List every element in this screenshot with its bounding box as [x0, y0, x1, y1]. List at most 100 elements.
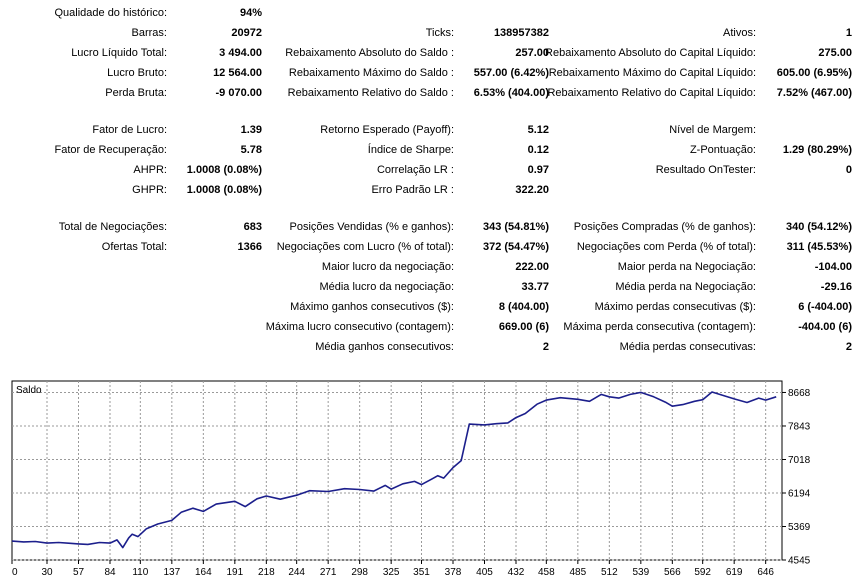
stat-label: Média lucro da negociação:: [319, 281, 454, 293]
stat-value: 1.0008 (0.08%): [186, 164, 262, 176]
stat-label: Média perdas consecutivas:: [619, 341, 756, 353]
stat-label: Máxima perda consecutiva (contagem):: [563, 321, 756, 333]
stat-value: 0.97: [527, 164, 549, 176]
stat-label: AHPR:: [133, 164, 167, 176]
y-tick-label: 7018: [788, 455, 811, 466]
x-tick-label: 218: [258, 567, 275, 578]
x-tick-label: 110: [132, 567, 148, 578]
stat-value: -404.00 (6): [798, 321, 852, 333]
stat-label: Média perda na Negociação:: [615, 281, 756, 293]
stat-label: Retorno Esperado (Payoff):: [320, 124, 454, 136]
stat-label: Máxima lucro consecutivo (contagem):: [265, 321, 454, 333]
stat-value: 372 (54.47%): [482, 241, 549, 253]
x-tick-label: 57: [73, 567, 85, 578]
stat-label: Ativos:: [722, 27, 756, 39]
stat-label: Z-Pontuação:: [689, 144, 756, 156]
y-tick-label: 6194: [788, 488, 811, 499]
stat-label: Fator de Recuperação:: [54, 144, 167, 156]
x-tick-label: 298: [351, 567, 368, 578]
stat-label: Negociações com Lucro (% of total):: [276, 241, 454, 253]
stat-label: Correlação LR :: [376, 164, 454, 176]
stat-value: 605.00 (6.95%): [776, 67, 852, 79]
balance-chart: 4545 5369 6194 7018 7843 8668 0 30 57 84 110 137 164…: [11, 380, 811, 578]
stat-label: Índice de Sharpe:: [367, 144, 454, 156]
x-tick-label: 566: [664, 567, 681, 578]
stat-label: Rebaixamento Absoluto do Saldo :: [285, 47, 454, 59]
x-tick-label: 539: [632, 567, 649, 578]
stat-label: Rebaixamento Relativo do Capital Líquido…: [547, 87, 756, 99]
x-tick-label: 271: [320, 567, 337, 578]
y-tick-label: 7843: [788, 421, 811, 432]
x-tick-label: 512: [601, 567, 618, 578]
stat-label: Posições Compradas (% de ganhos):: [573, 221, 756, 233]
stat-value: 20972: [231, 27, 262, 39]
stat-value: 1.0008 (0.08%): [186, 184, 262, 196]
x-tick-label: 191: [226, 567, 243, 578]
plot-frame: [11, 380, 783, 561]
stat-label: Lucro Líquido Total:: [71, 47, 167, 59]
x-tick-label: 485: [569, 567, 586, 578]
x-tick-label: 592: [694, 567, 711, 578]
stat-value: 33.77: [521, 281, 549, 293]
stat-label: Posições Vendidas (% e ganhos):: [289, 221, 455, 233]
stat-value: 257.00: [515, 47, 549, 59]
stat-value: 222.00: [515, 261, 549, 273]
stat-value: 1.39: [240, 124, 262, 136]
stat-value: -104.00: [814, 261, 852, 273]
stat-value: 138957382: [493, 27, 549, 39]
stat-value: -29.16: [820, 281, 852, 293]
stat-label: Barras:: [131, 27, 167, 39]
stat-value: 557.00 (6.42%): [473, 67, 549, 79]
x-tick-label: 351: [413, 567, 430, 578]
x-tick-label: 0: [12, 567, 18, 578]
stat-value: 0: [845, 164, 852, 176]
stat-value: 7.52% (467.00): [776, 87, 852, 99]
stat-value: 1: [845, 27, 852, 39]
stat-label: Qualidade do histórico:: [54, 7, 167, 19]
stat-label: Ofertas Total:: [101, 241, 167, 253]
x-tick-label: 619: [726, 567, 743, 578]
stat-value: 5.78: [240, 144, 262, 156]
stat-label: Perda Bruta:: [105, 87, 167, 99]
stat-label: Máximo perdas consecutivas ($):: [594, 301, 756, 313]
stat-value: 311 (45.53%): [786, 241, 852, 253]
stat-label: Resultado OnTester:: [655, 164, 756, 176]
stat-label: Rebaixamento Relativo do Saldo :: [287, 87, 454, 99]
x-tick-label: 30: [41, 567, 53, 578]
stat-value: 683: [243, 221, 262, 233]
stat-value: 8 (404.00): [498, 301, 549, 313]
x-tick-label: 405: [476, 567, 493, 578]
stat-value: 322.20: [515, 184, 549, 196]
x-tick-label: 164: [195, 567, 212, 578]
stat-label: Lucro Bruto:: [107, 67, 167, 79]
x-tick-label: 378: [445, 567, 462, 578]
stat-value: 2: [845, 341, 852, 353]
stat-value: 343 (54.81%): [482, 221, 549, 233]
stat-label: Rebaixamento Máximo do Saldo :: [288, 67, 454, 79]
stat-label: Erro Padrão LR :: [371, 184, 454, 196]
stat-label: Fator de Lucro:: [92, 124, 167, 136]
stat-label: Negociações com Perda (% of total):: [576, 241, 756, 253]
stat-label: Maior perda na Negociação:: [617, 261, 756, 273]
stat-value: 0.12: [527, 144, 549, 156]
stat-label: Máximo ganhos consecutivos ($):: [290, 301, 454, 313]
chart-title: Saldo: [16, 385, 42, 396]
stat-label: Total de Negociações:: [58, 221, 167, 233]
stat-label: Média ganhos consecutivos:: [315, 341, 454, 353]
stat-value: 340 (54.12%): [785, 221, 852, 233]
x-tick-label: 325: [383, 567, 400, 578]
x-tick-label: 432: [508, 567, 525, 578]
x-tick-label: 244: [288, 567, 305, 578]
stat-value: 3 494.00: [219, 47, 262, 59]
stat-label: Rebaixamento Máximo do Capital Líquido:: [548, 67, 756, 79]
stat-value: 6.53% (404.00): [473, 87, 549, 99]
stat-label: Nível de Margem:: [669, 124, 756, 136]
stat-label: Maior lucro da negociação:: [321, 261, 454, 273]
stat-label: Ticks:: [425, 27, 454, 39]
stat-value: 1366: [237, 241, 262, 253]
x-tick-label: 646: [757, 567, 774, 578]
stat-value: 669.00 (6): [498, 321, 549, 333]
stat-label: GHPR:: [132, 184, 167, 196]
y-tick-label: 5369: [788, 522, 811, 533]
stat-value: 5.12: [527, 124, 549, 136]
